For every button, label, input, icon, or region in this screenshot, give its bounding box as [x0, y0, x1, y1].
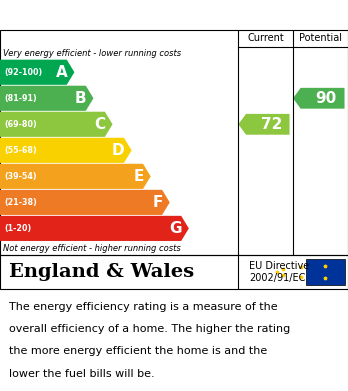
Text: Very energy efficient - lower running costs: Very energy efficient - lower running co…	[3, 48, 182, 57]
Text: F: F	[152, 195, 163, 210]
Text: EU Directive: EU Directive	[249, 261, 309, 271]
Text: C: C	[94, 117, 105, 132]
Polygon shape	[0, 190, 170, 215]
Polygon shape	[238, 114, 290, 135]
Text: D: D	[112, 143, 125, 158]
Polygon shape	[0, 164, 151, 189]
Text: 2002/91/EC: 2002/91/EC	[249, 273, 305, 283]
Text: (92-100): (92-100)	[4, 68, 42, 77]
Polygon shape	[0, 138, 132, 163]
Text: (1-20): (1-20)	[4, 224, 31, 233]
Polygon shape	[0, 60, 74, 85]
Text: 90: 90	[315, 91, 337, 106]
Text: the more energy efficient the home is and the: the more energy efficient the home is an…	[9, 346, 267, 356]
Text: (39-54): (39-54)	[4, 172, 37, 181]
Text: Current: Current	[247, 33, 284, 43]
Text: E: E	[133, 169, 144, 184]
Polygon shape	[0, 216, 189, 241]
Bar	[306, 259, 345, 285]
Polygon shape	[0, 112, 112, 137]
Text: lower the fuel bills will be.: lower the fuel bills will be.	[9, 369, 154, 378]
Text: (55-68): (55-68)	[4, 146, 37, 155]
Text: (21-38): (21-38)	[4, 198, 37, 207]
Text: (81-91): (81-91)	[4, 94, 37, 103]
Text: Not energy efficient - higher running costs: Not energy efficient - higher running co…	[3, 244, 181, 253]
Text: Potential: Potential	[299, 33, 342, 43]
Text: The energy efficiency rating is a measure of the: The energy efficiency rating is a measur…	[9, 301, 277, 312]
Polygon shape	[293, 88, 345, 109]
Text: (69-80): (69-80)	[4, 120, 37, 129]
Polygon shape	[0, 86, 94, 111]
Text: 72: 72	[261, 117, 282, 132]
Text: overall efficiency of a home. The higher the rating: overall efficiency of a home. The higher…	[9, 324, 290, 334]
Text: England & Wales: England & Wales	[9, 263, 194, 281]
Text: Energy Efficiency Rating: Energy Efficiency Rating	[9, 6, 238, 24]
Text: G: G	[169, 221, 182, 236]
Text: A: A	[56, 65, 68, 80]
Text: B: B	[75, 91, 87, 106]
